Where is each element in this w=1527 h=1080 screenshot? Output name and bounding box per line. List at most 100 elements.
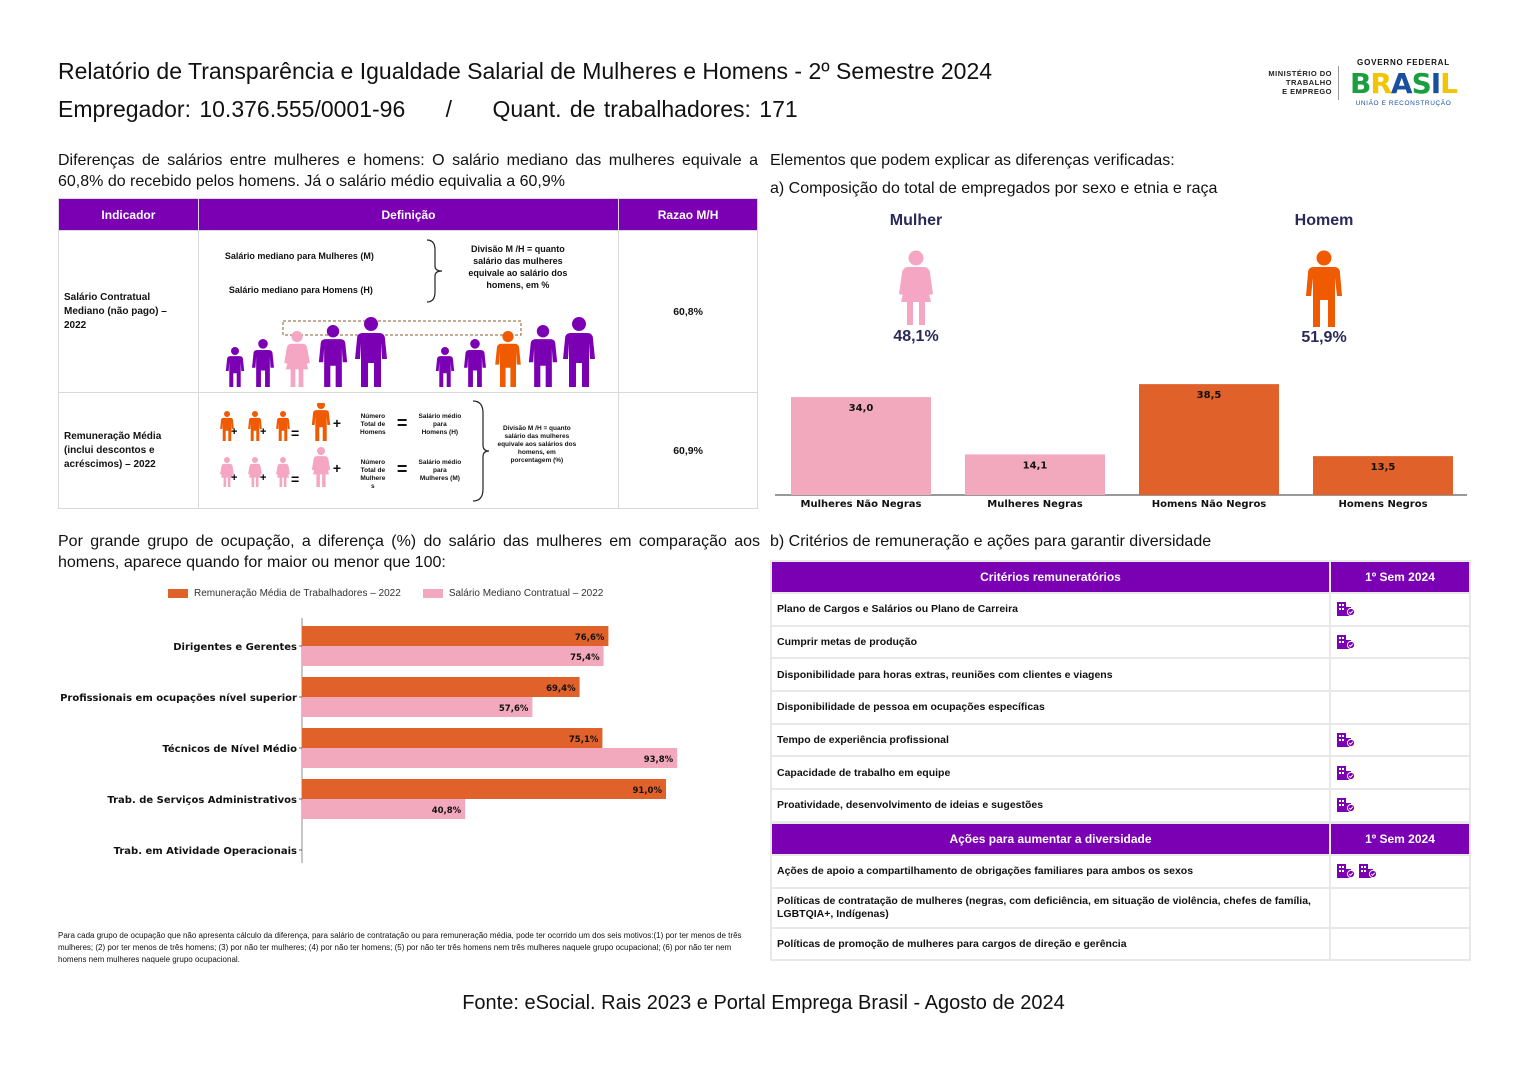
criteria-mark xyxy=(1329,788,1471,823)
brasil-letter: R xyxy=(1370,67,1392,100)
indicator-table: Indicador Definição Razao M/H Salário Co… xyxy=(58,198,758,509)
person-icon xyxy=(220,411,234,441)
text-line: salário das mulheres xyxy=(504,433,570,440)
people-sum-illustration: + + = + + = xyxy=(220,403,331,487)
bar xyxy=(1313,456,1453,495)
actions-table: Ações para aumentar a diversidade 1º Sem… xyxy=(770,822,1471,962)
logo-divider xyxy=(1338,66,1339,100)
person-icon xyxy=(276,411,290,441)
bar xyxy=(965,454,1105,495)
company-icon xyxy=(1337,864,1356,879)
table-row: Políticas de contratação de mulheres (ne… xyxy=(770,886,1471,929)
source-text: Fonte: eSocial. Rais 2023 e Portal Empre… xyxy=(462,992,1065,1014)
person-icon xyxy=(354,317,387,387)
criteria-mark xyxy=(1329,926,1471,962)
data-label: 76,6% xyxy=(575,633,605,643)
text-line: s xyxy=(371,483,375,490)
data-label: 40,8% xyxy=(432,806,462,816)
category-label: Homens Não Negros xyxy=(1152,499,1267,510)
separator: / xyxy=(445,96,453,122)
employer-line: Empregador: 10.376.555/0001-96 / Quant. … xyxy=(58,96,798,123)
legend-label: Remuneração Média de Trabalhadores – 202… xyxy=(194,588,401,599)
table-row: Proatividade, desenvolvimento de ideias … xyxy=(770,788,1471,823)
actions-header-label: Ações para aumentar a diversidade xyxy=(770,822,1331,856)
data-label: 75,1% xyxy=(569,735,599,745)
bar xyxy=(302,728,603,748)
brasil-letter: A xyxy=(1390,67,1413,100)
criteria-mark xyxy=(1329,886,1471,929)
data-label: 57,6% xyxy=(499,704,529,714)
table-row: Salário Contratual Mediano (não pago) – … xyxy=(58,230,758,393)
division-line: equivale ao salário dos xyxy=(468,268,568,278)
bar xyxy=(302,779,666,799)
criteria-mark xyxy=(1329,690,1471,725)
indicator-line: (inclui descontos e xyxy=(64,444,155,456)
table-row: Disponibilidade de pessoa em ocupações e… xyxy=(770,690,1471,725)
division-line: salário das mulheres xyxy=(473,256,563,266)
indicator-line: Salário Contratual xyxy=(64,291,151,303)
indicator-median: Salário Contratual Mediano (não pago) – … xyxy=(58,230,199,393)
table-row: Cumprir metas de produção xyxy=(770,624,1471,660)
woman-icon xyxy=(899,250,933,325)
legend-label: Salário Mediano Contratual – 2022 xyxy=(448,588,604,599)
division-line: Divisão M /H = quanto xyxy=(470,244,565,254)
definition-average: + + = + + = + + Número Total de Homens Número… xyxy=(197,392,620,509)
def-men-median: Salário mediano para Homens (H) xyxy=(228,285,373,295)
bar xyxy=(302,677,580,697)
def-division-median: Divisão M /H = quanto salário das mulher… xyxy=(453,243,583,291)
criteria-label: Plano de Cargos e Salários ou Plano de C… xyxy=(770,592,1331,627)
ethnicity-bar-chart: 34,0 Mulheres Não Negras 14,1 Mulheres Negr… xyxy=(775,384,1467,510)
avg-men-label: Salário médio para Homens (H) xyxy=(411,413,469,437)
bar xyxy=(791,397,931,495)
bar xyxy=(1139,384,1279,495)
criteria-subtitle: b) Critérios de remuneração e ações para… xyxy=(770,533,1212,550)
text-line: para xyxy=(432,467,447,474)
category-label: Dirigentes e Gerentes xyxy=(173,642,297,653)
criteria-label: Políticas de promoção de mulheres para c… xyxy=(770,926,1331,962)
curly-brace-icon xyxy=(472,400,489,502)
company-icon xyxy=(1337,635,1356,650)
criteria-label: Disponibilidade de pessoa em ocupações e… xyxy=(770,690,1331,725)
text-line: Total de xyxy=(360,467,386,474)
woman-percentage: 48,1% xyxy=(893,328,939,345)
data-label: 75,4% xyxy=(570,653,600,663)
avg-women-label: Salário médio para Mulheres (M) xyxy=(411,459,469,483)
header-ratio: Razao M/H xyxy=(618,198,758,231)
woman-icon xyxy=(220,457,234,487)
indicator-line: acréscimos) – 2022 xyxy=(64,458,156,470)
data-label: 34,0 xyxy=(849,403,874,414)
header-indicator: Indicador xyxy=(58,198,199,231)
equals-sign: = xyxy=(396,413,408,433)
indicator-line: Remuneração Média xyxy=(64,430,162,442)
woman-icon xyxy=(248,457,262,487)
criteria-header: Critérios remuneratórios 1º Sem 2024 xyxy=(770,560,1471,594)
plus-sign: + xyxy=(260,426,266,438)
legend-item-median: Salário Mediano Contratual – 2022 xyxy=(422,588,604,599)
num-women-label: Número Total de Mulhere s xyxy=(351,459,395,491)
category-label: Trab. de Serviços Administrativos xyxy=(107,795,297,806)
legend-swatch-orange xyxy=(168,589,188,598)
person-icon xyxy=(463,339,486,387)
table-row: Capacidade de trabalho em equipe xyxy=(770,755,1471,791)
man-label: Homem xyxy=(1294,212,1354,229)
person-icon xyxy=(225,347,245,387)
woman-icon xyxy=(284,331,310,387)
text-line: para xyxy=(432,421,447,428)
criteria-label: Disponibilidade para horas extras, reuni… xyxy=(770,657,1331,693)
criteria-label: Políticas de contratação de mulheres (ne… xyxy=(770,886,1331,929)
page-title: Relatório de Transparência e Igualdade S… xyxy=(58,58,993,84)
equals-sign: = xyxy=(291,471,299,487)
actions-header-period: 1º Sem 2024 xyxy=(1329,822,1471,856)
equals-sign: = xyxy=(396,459,408,479)
equals-sign: = xyxy=(291,425,299,441)
indicator-line: 2022 xyxy=(64,319,87,331)
category-label: Homens Negros xyxy=(1338,499,1427,510)
elements-text: Elementos que podem explicar as diferenç… xyxy=(770,152,1175,169)
people-figures-illustration xyxy=(225,317,595,387)
woman-icon xyxy=(311,447,331,487)
man-icon xyxy=(1306,250,1342,327)
category-label: Mulheres Não Negras xyxy=(801,499,922,510)
data-label: 69,4% xyxy=(546,684,576,694)
bar xyxy=(302,799,466,819)
plus-sign: + xyxy=(260,472,266,484)
